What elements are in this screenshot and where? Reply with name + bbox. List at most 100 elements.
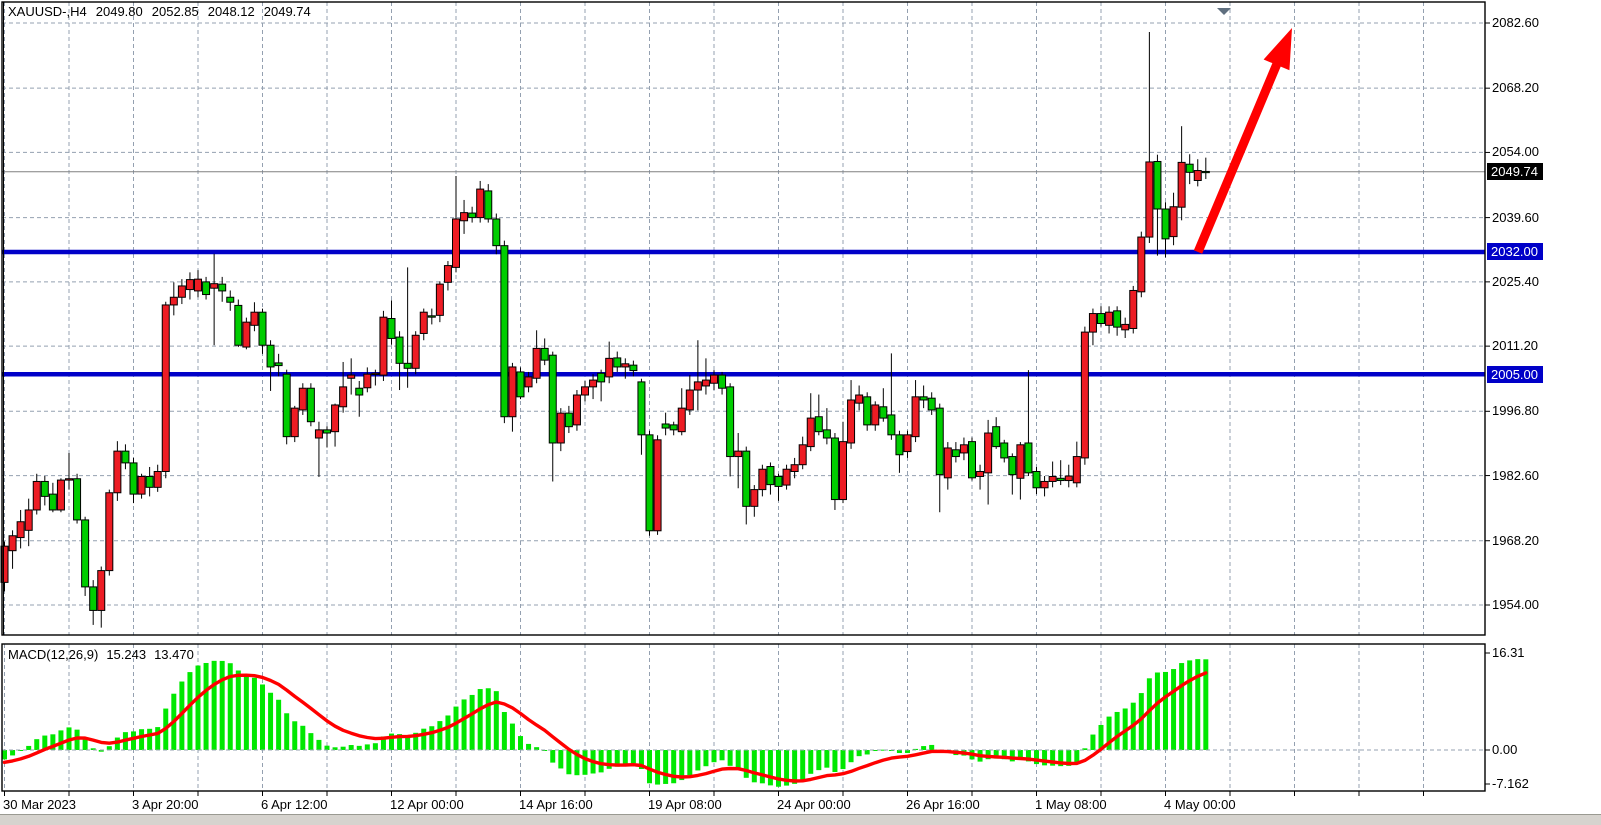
macd-histogram-bar (348, 745, 354, 750)
candle-body-up (32, 480, 41, 511)
macd-histogram-bar (558, 750, 564, 769)
candle-body-down (1113, 310, 1122, 328)
macd-histogram-bar (614, 750, 620, 767)
macd-histogram-bar (1195, 659, 1201, 750)
bar-low-value: 2048.12 (207, 4, 255, 19)
candle-body-up (903, 434, 912, 453)
candle-body-up (169, 296, 178, 306)
macd-histogram-bar (485, 688, 491, 750)
candle-body-down (202, 281, 211, 296)
candle-body-up (331, 404, 340, 433)
candle-body-down (613, 357, 622, 368)
macd-histogram-bar (792, 750, 798, 784)
macd-histogram-bar (679, 750, 685, 781)
macd-histogram-bar (735, 750, 741, 770)
candle-body-down (387, 318, 396, 339)
candle-body-up (693, 381, 702, 391)
macd-main-value: 15.243 (106, 647, 147, 662)
candle-body-up (750, 489, 759, 507)
macd-histogram-bar (42, 735, 48, 750)
candle-body-up (298, 387, 307, 411)
candle-body-down (645, 434, 654, 532)
candle-body-down (548, 354, 557, 444)
macd-histogram-bar (1114, 711, 1120, 750)
status-strip (0, 814, 1601, 825)
candle-body-down (564, 412, 573, 428)
candle-body-down (274, 362, 283, 367)
trend-arrow-shaft[interactable] (1193, 57, 1283, 254)
candle-body-down (726, 386, 735, 458)
macd-histogram-bar (1009, 750, 1015, 762)
macd-histogram-bar (606, 750, 612, 769)
candle-body-down (306, 387, 315, 423)
candle-body-up (605, 357, 614, 378)
candle-body-up (1193, 170, 1202, 181)
macd-histogram-bar (195, 665, 201, 750)
macd-histogram-bar (332, 747, 338, 750)
macd-name: MACD(12,26,9) (8, 647, 99, 662)
candle-body-down (540, 347, 549, 361)
macd-histogram-bar (211, 660, 217, 750)
trend-arrow-head[interactable] (1263, 28, 1292, 71)
candle-body-down (48, 493, 57, 511)
macd-histogram-bar (630, 750, 636, 764)
macd-histogram-bar (832, 750, 838, 773)
candle-body-up (411, 334, 420, 369)
candle-body-down (516, 371, 525, 398)
candle-body-up (572, 394, 581, 426)
macd-histogram-bar (985, 750, 991, 760)
macd-histogram-bar (397, 734, 403, 750)
macd-histogram-bar (1138, 693, 1144, 750)
candle-body-up (113, 450, 122, 494)
candle-body-up (976, 470, 985, 477)
macd-histogram-bar (276, 699, 282, 750)
scroll-to-end-icon[interactable] (1217, 8, 1231, 15)
time-axis-label: 30 Mar 2023 (3, 797, 76, 812)
candle-body-up (371, 372, 380, 375)
bar-open-value: 2049.80 (95, 4, 143, 19)
macd-histogram-bar (1163, 671, 1168, 750)
time-axis-label: 14 Apr 16:00 (519, 797, 593, 812)
candle-body-up (185, 279, 194, 291)
macd-histogram-bar (703, 750, 709, 767)
macd-histogram-bar (719, 750, 725, 761)
macd-histogram-bar (300, 725, 306, 750)
macd-histogram-bar (437, 721, 443, 750)
macd-histogram-bar (840, 750, 846, 770)
macd-histogram-bar (905, 750, 910, 753)
macd-histogram-bar (808, 750, 814, 774)
candle-body-down (500, 245, 509, 418)
candle-body-down (597, 372, 606, 383)
candle-body-down (766, 466, 775, 486)
macd-histogram-bar (493, 691, 499, 750)
macd-axis-label: -7.162 (1492, 776, 1529, 791)
macd-histogram-bar (461, 699, 467, 750)
candle-body-up (959, 444, 968, 454)
price-axis-label: 2082.60 (1492, 15, 1539, 30)
price-axis-label: 2025.40 (1492, 273, 1539, 289)
macd-histogram-bar (284, 713, 290, 750)
candle-body-down (403, 362, 412, 369)
candle-body-down (129, 462, 138, 495)
macd-histogram-bar (1098, 724, 1104, 750)
macd-histogram-bar (566, 750, 572, 775)
candle-body-down (484, 190, 493, 220)
macd-histogram-bar (429, 726, 435, 750)
macd-histogram-bar (260, 684, 265, 750)
candle-body-up (363, 373, 372, 389)
candle-body-up (653, 439, 662, 532)
candle-body-up (1088, 313, 1097, 333)
candle-body-down (395, 336, 404, 364)
candle-body-up (847, 399, 856, 444)
macd-histogram-bar (324, 745, 330, 750)
macd-histogram-bar (1074, 750, 1080, 764)
resistance-price-tag: 2032.00 (1487, 243, 1543, 261)
candle-body-down (1201, 170, 1210, 174)
macd-histogram-bar (921, 746, 927, 750)
macd-histogram-bar (155, 727, 161, 750)
macd-histogram-bar (574, 750, 580, 776)
candle-body-down (669, 424, 678, 431)
macd-histogram-bar (1001, 750, 1007, 760)
macd-histogram-bar (1154, 672, 1160, 750)
